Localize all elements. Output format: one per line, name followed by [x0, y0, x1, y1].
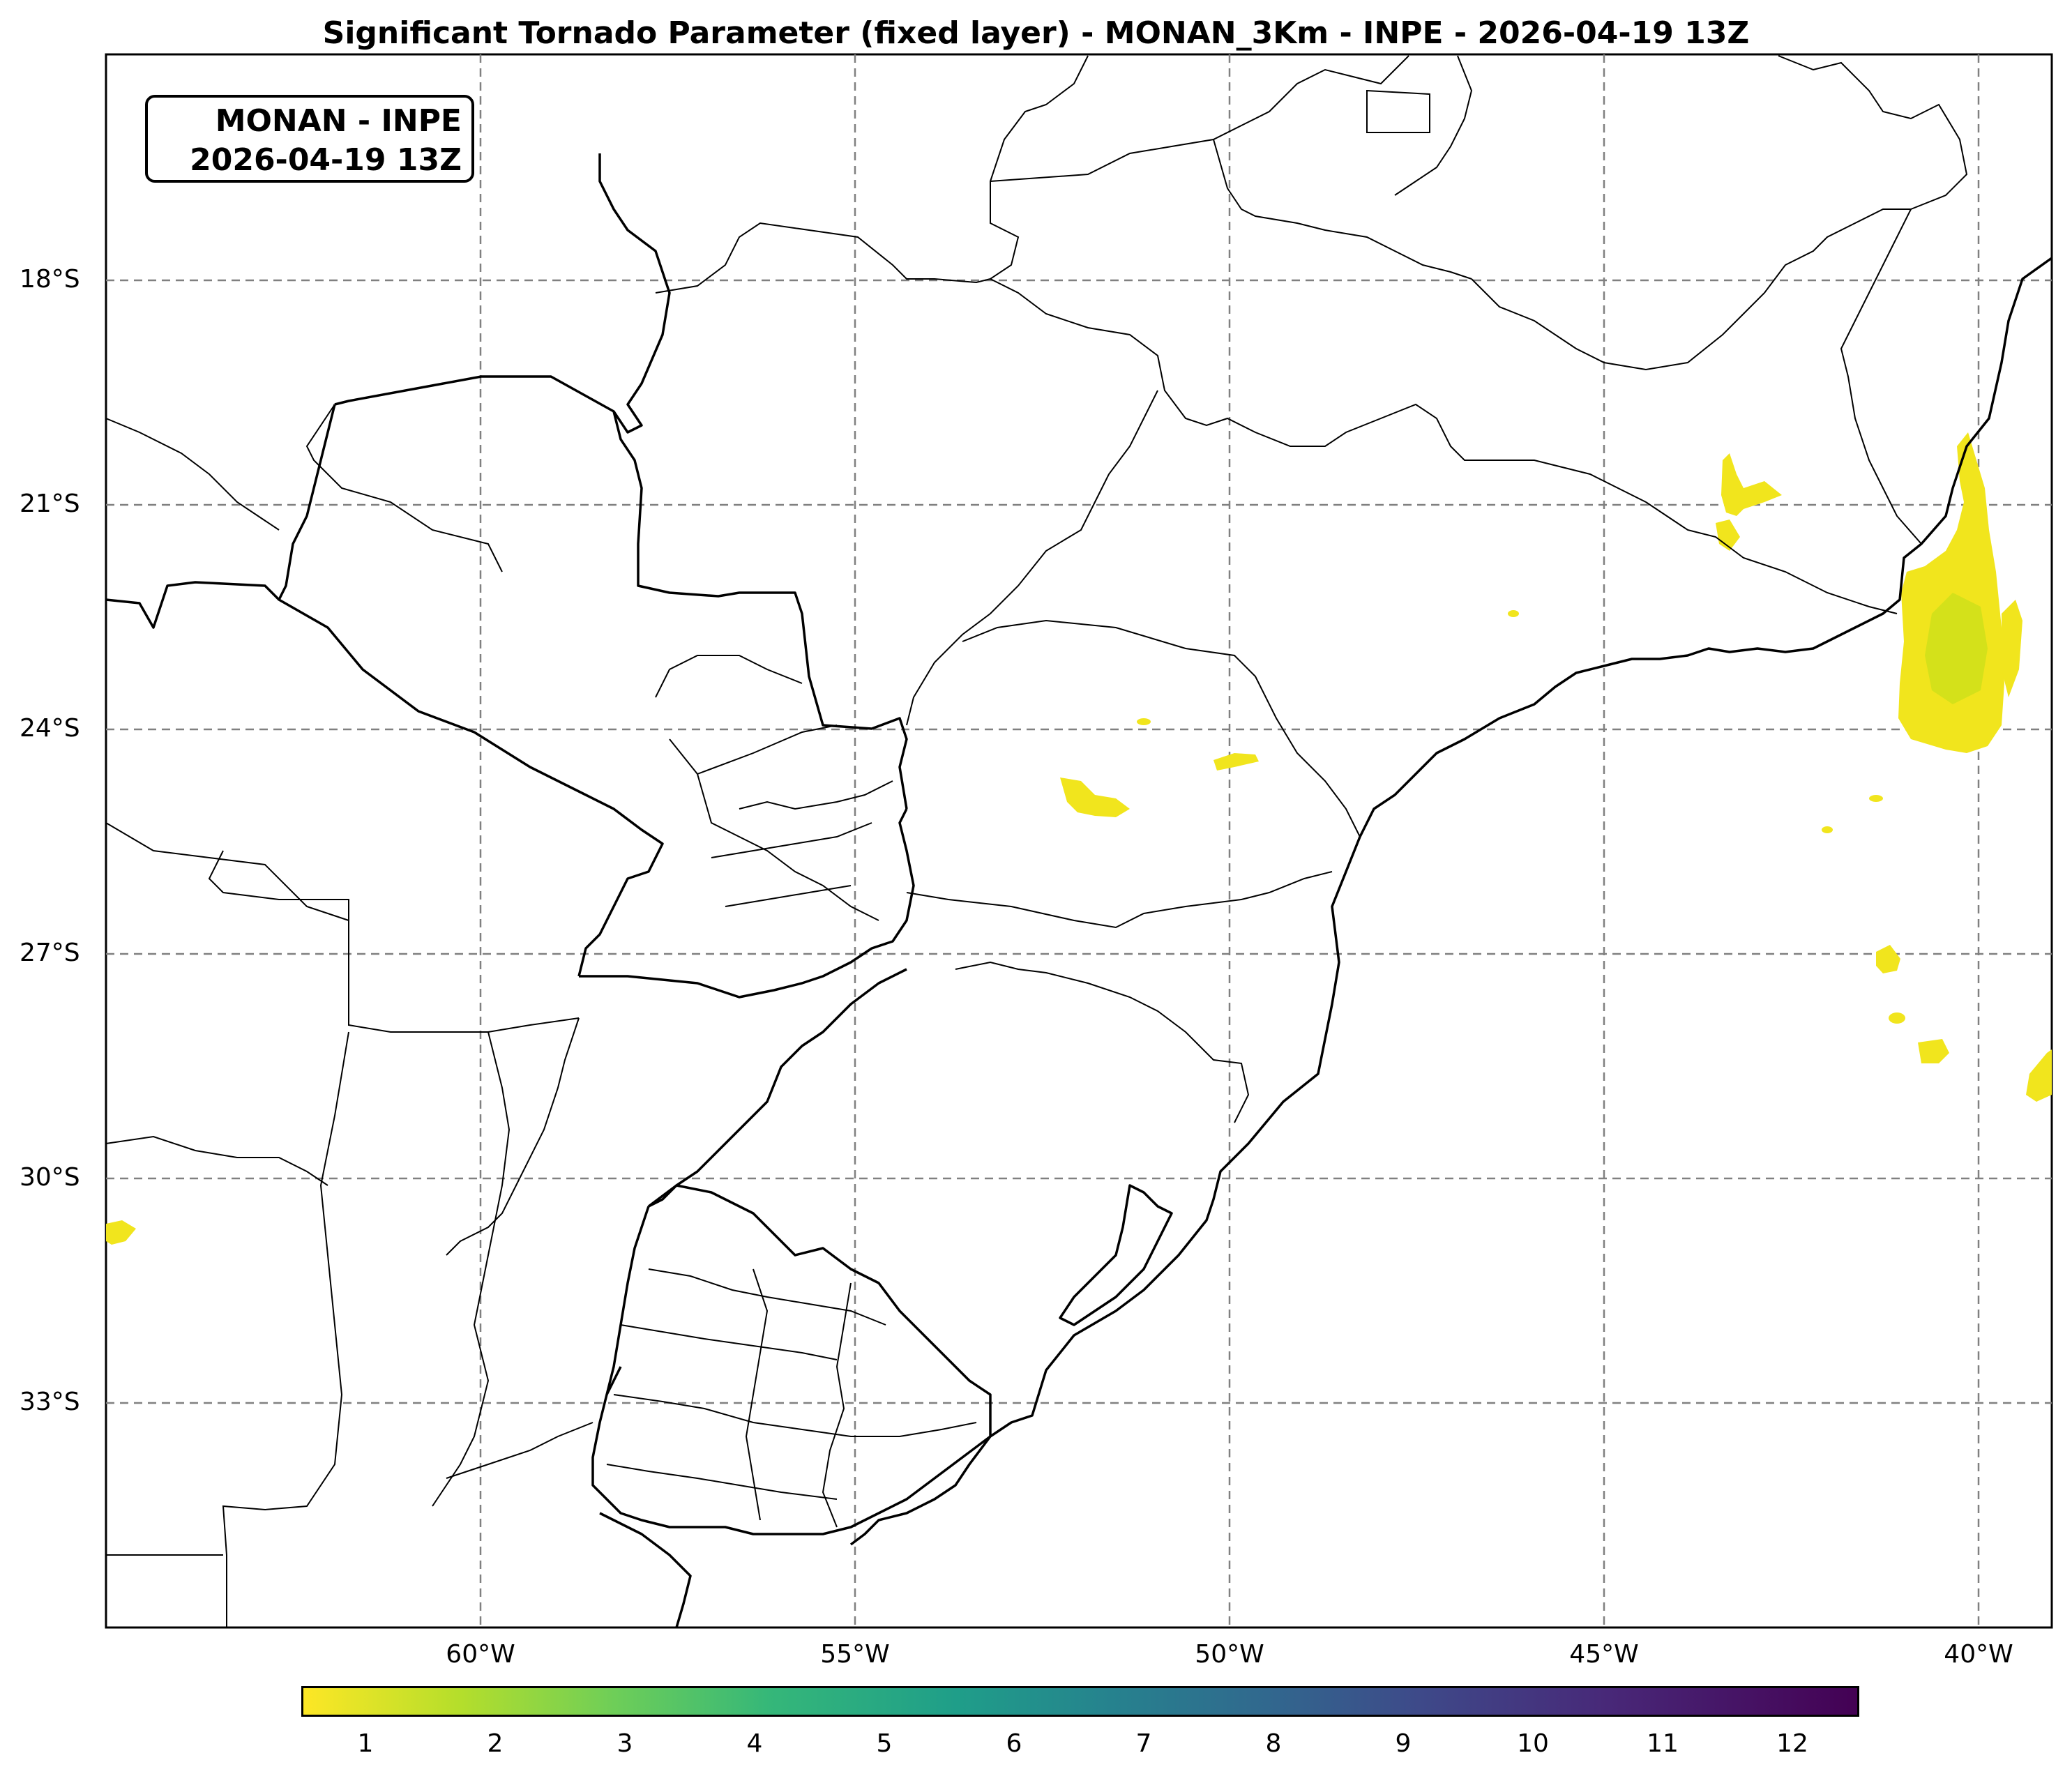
state-border-15 [105, 418, 280, 531]
state-border-5 [962, 619, 1361, 837]
state-border-16 [105, 822, 349, 921]
uruguay-coast [591, 1366, 992, 1535]
stp-area-offshore-south [1876, 945, 1900, 973]
colorbar-tick-12: 12 [1776, 1729, 1808, 1758]
state-border-35 [822, 1282, 852, 1528]
colorbar-tick-8: 8 [1265, 1729, 1282, 1758]
border-brazil-paraguay-north [598, 153, 671, 434]
colorbar-tick-1: 1 [357, 1729, 374, 1758]
colorbar-tick-4: 4 [746, 1729, 763, 1758]
state-border-1 [655, 55, 1089, 294]
stp-contours [106, 432, 2052, 1245]
state-border-4 [906, 871, 1333, 929]
stp-dot-4 [1822, 826, 1833, 833]
state-border-7 [1645, 501, 1898, 614]
state-border-17 [208, 850, 580, 1033]
lon-tick-50w: 50°W [1195, 1640, 1264, 1669]
state-border-11 [1394, 55, 1473, 196]
border-uruguay-west [605, 1206, 650, 1395]
map-title: Significant Tornado Parameter (fixed lay… [322, 15, 1750, 51]
lat-tick-30s: 30°S [20, 1163, 80, 1192]
stp-area-offshore-south-2 [1918, 1039, 1949, 1063]
state-border-10 [1213, 139, 1472, 280]
border-bolivia-paraguay [278, 404, 664, 977]
state-border-12 [1471, 208, 1911, 371]
stp-area-sp-interior [1721, 453, 1782, 516]
state-border-9 [990, 55, 1409, 182]
lagoa-dos-patos [1059, 1184, 1173, 1326]
model-info-badge: MONAN - INPE 2026-04-19 13Z [145, 95, 474, 183]
state-border-25 [697, 724, 838, 775]
state-border-18 [222, 1031, 349, 1628]
state-border-14 [305, 404, 503, 572]
badge-datetime: 2026-04-19 13Z [190, 142, 462, 178]
colorbar-tick-9: 9 [1395, 1729, 1412, 1758]
border-brazil-argentina [579, 808, 915, 999]
state-border-28 [711, 822, 872, 858]
state-border-6 [955, 961, 1250, 1123]
border-uruguay-north [647, 1184, 992, 1436]
state-border-31 [620, 1324, 838, 1360]
state-border-13 [1366, 89, 1430, 133]
lat-tick-27s: 27°S [20, 939, 80, 967]
state-border-29 [725, 885, 852, 907]
colorbar-tick-10: 10 [1517, 1729, 1549, 1758]
colorbar-tick-7: 7 [1135, 1729, 1152, 1758]
lat-tick-18s: 18°S [20, 265, 80, 294]
state-border-27 [739, 780, 893, 810]
stp-area-offshore-southeast [2026, 1049, 2052, 1102]
state-border-32 [613, 1394, 977, 1437]
stp-dot-5 [1869, 795, 1883, 802]
lon-tick-45w: 45°W [1569, 1640, 1639, 1669]
lon-tick-60w: 60°W [446, 1640, 515, 1669]
state-border-2 [990, 278, 1647, 503]
state-border-34 [745, 1268, 769, 1521]
state-border-33 [606, 1464, 838, 1500]
lon-tick-55w: 55°W [820, 1640, 890, 1669]
lat-tick-24s: 24°S [20, 714, 80, 743]
colorbar [301, 1686, 1859, 1717]
state-border-24 [669, 738, 879, 921]
gridlines [106, 54, 2052, 1628]
state-border-19 [105, 1135, 328, 1186]
stp-area-coastal-strip [2002, 600, 2022, 697]
colorbar-tick-2: 2 [487, 1729, 504, 1758]
stp-area-parana-2 [1213, 753, 1259, 771]
border-argentina-paraguay [105, 581, 280, 629]
coastlines [105, 153, 2053, 1628]
state-border-22 [446, 1017, 580, 1256]
state-border-21 [432, 1031, 511, 1507]
lon-tick-40w: 40°W [1944, 1640, 2013, 1669]
state-border-3 [906, 390, 1158, 726]
badge-model: MONAN - INPE [215, 103, 462, 139]
border-brazil-bolivia [334, 375, 908, 810]
colorbar-tick-3: 3 [617, 1729, 633, 1758]
map-frame [105, 53, 2053, 1629]
state-border-30 [648, 1268, 886, 1326]
colorbar-tick-6: 6 [1006, 1729, 1022, 1758]
stp-area-parana [1060, 777, 1130, 817]
stp-area-sp-interior-2 [1716, 519, 1740, 551]
rio-de-la-plata [599, 1512, 692, 1628]
stp-dot-2 [1508, 610, 1519, 617]
brazil-coastline [849, 257, 2053, 1546]
stp-area-argentina [106, 1220, 136, 1245]
lat-tick-33s: 33°S [20, 1388, 80, 1416]
lat-tick-21s: 21°S [20, 490, 80, 518]
stp-dot-1 [1137, 718, 1151, 725]
state-border-26 [655, 655, 803, 698]
state-border-23 [446, 1422, 593, 1479]
state-border-8 [1778, 55, 1968, 545]
state-borders [105, 55, 1968, 1628]
colorbar-tick-5: 5 [876, 1729, 893, 1758]
stp-area-offshore-east-core [1925, 593, 1988, 704]
stp-dot-3 [1889, 1012, 1905, 1024]
colorbar-tick-11: 11 [1647, 1729, 1679, 1758]
